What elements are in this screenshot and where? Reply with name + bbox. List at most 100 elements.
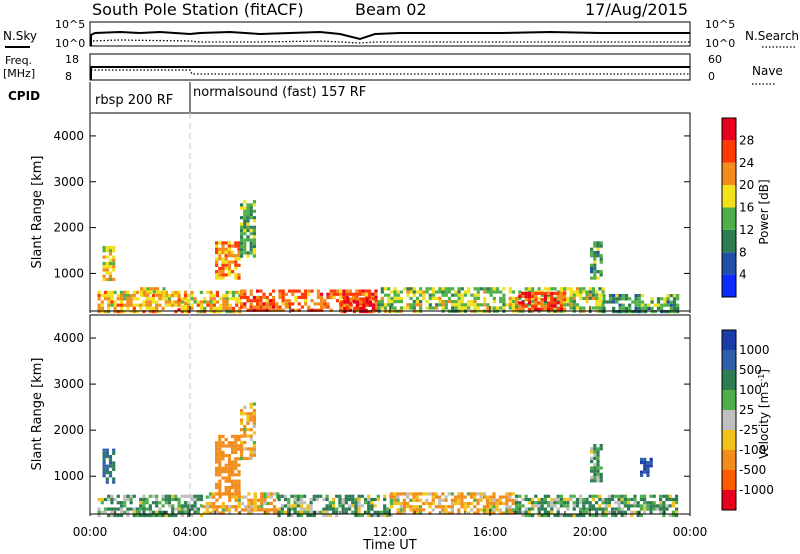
velocity-cell	[646, 507, 650, 511]
velocity-cell	[593, 463, 597, 467]
power-cell	[343, 297, 347, 301]
power-cell	[425, 306, 429, 310]
power-cell	[237, 254, 241, 258]
power-cell	[508, 296, 512, 300]
power-cell	[672, 306, 677, 310]
velocity-cell	[428, 501, 432, 506]
power-cell	[511, 296, 516, 300]
power-cell	[259, 308, 263, 312]
power-cell	[238, 300, 242, 304]
power-cell	[177, 308, 181, 312]
power-cell	[368, 292, 372, 296]
velocity-cell	[569, 497, 573, 502]
power-cell	[252, 299, 256, 303]
velocity-cell	[383, 504, 387, 508]
power-cell	[183, 301, 188, 305]
velocity-cell	[643, 504, 647, 508]
velocity-cell	[190, 504, 194, 508]
power-cell	[103, 310, 108, 314]
power-cell	[155, 303, 159, 307]
velocity-cell	[585, 497, 589, 502]
power-cell	[553, 304, 557, 308]
power-cell	[190, 303, 194, 307]
power-cell	[634, 294, 638, 298]
velocity-cell	[299, 513, 304, 518]
velocity-cell	[633, 504, 637, 508]
velocity-cell	[171, 507, 175, 511]
velocity-colorbar-tick: 1000	[739, 343, 770, 357]
power-cell	[383, 303, 388, 307]
velocity-cell	[559, 501, 563, 505]
velocity-cell	[280, 510, 284, 514]
power-cell	[348, 292, 352, 296]
velocity-cell	[614, 510, 618, 514]
velocity-cell	[582, 497, 586, 502]
velocity-cell	[252, 447, 256, 451]
power-cell	[219, 310, 223, 314]
velocity-cell	[614, 494, 618, 498]
power-cell	[227, 260, 231, 264]
velocity-cell	[142, 513, 146, 518]
velocity-cell	[221, 501, 225, 506]
power-cell	[107, 290, 111, 294]
velocity-cell	[249, 405, 253, 409]
power-cell	[599, 270, 603, 274]
power-cell	[119, 294, 124, 298]
velocity-cell	[590, 476, 594, 480]
velocity-cell	[218, 495, 222, 499]
velocity-cell	[450, 511, 454, 515]
power-cell	[608, 294, 613, 298]
velocity-cell	[596, 469, 600, 473]
velocity-cell	[537, 513, 541, 518]
power-cell	[227, 247, 231, 251]
velocity-cell	[547, 510, 551, 514]
power-patch	[102, 245, 116, 282]
velocity-cell	[593, 447, 597, 451]
power-cell	[511, 306, 516, 310]
power-cell	[644, 303, 648, 307]
velocity-cell	[231, 466, 235, 470]
velocity-cell	[431, 508, 435, 512]
velocity-cell	[112, 451, 116, 455]
power-cell	[483, 300, 487, 304]
velocity-patch	[515, 494, 679, 518]
velocity-cell	[312, 510, 316, 514]
power-cell	[146, 287, 150, 291]
power-cell	[486, 303, 490, 307]
velocity-cell	[237, 492, 241, 496]
power-cell	[598, 296, 602, 300]
power-cell	[212, 306, 216, 310]
power-cell	[460, 296, 464, 300]
power-cell	[237, 241, 241, 245]
power-cell	[362, 297, 366, 301]
power-cell	[343, 310, 347, 314]
power-cell	[259, 299, 263, 303]
power-cell	[234, 244, 238, 248]
power-cell	[218, 257, 222, 261]
power-cell	[599, 254, 603, 258]
velocity-cell	[218, 463, 222, 467]
velocity-cell	[243, 405, 247, 409]
power-cell	[119, 303, 124, 307]
velocity-cell	[272, 492, 277, 496]
velocity-cell	[590, 447, 594, 451]
velocity-cell	[215, 473, 219, 477]
velocity-cell	[668, 497, 672, 502]
velocity-cell	[187, 501, 191, 505]
velocity-cell	[511, 511, 515, 515]
velocity-cell	[357, 513, 361, 518]
velocity-cell	[344, 510, 348, 514]
power-cell	[240, 232, 244, 236]
velocity-cell	[370, 497, 374, 502]
power-cell	[596, 247, 600, 251]
velocity-cell	[563, 497, 567, 502]
power-cell	[107, 306, 111, 310]
velocity-cell	[486, 501, 490, 506]
velocity-cell	[357, 510, 361, 514]
velocity-cell	[132, 513, 136, 518]
power-cell	[224, 254, 228, 258]
velocity-cell	[240, 495, 245, 499]
power-cell	[252, 244, 256, 249]
